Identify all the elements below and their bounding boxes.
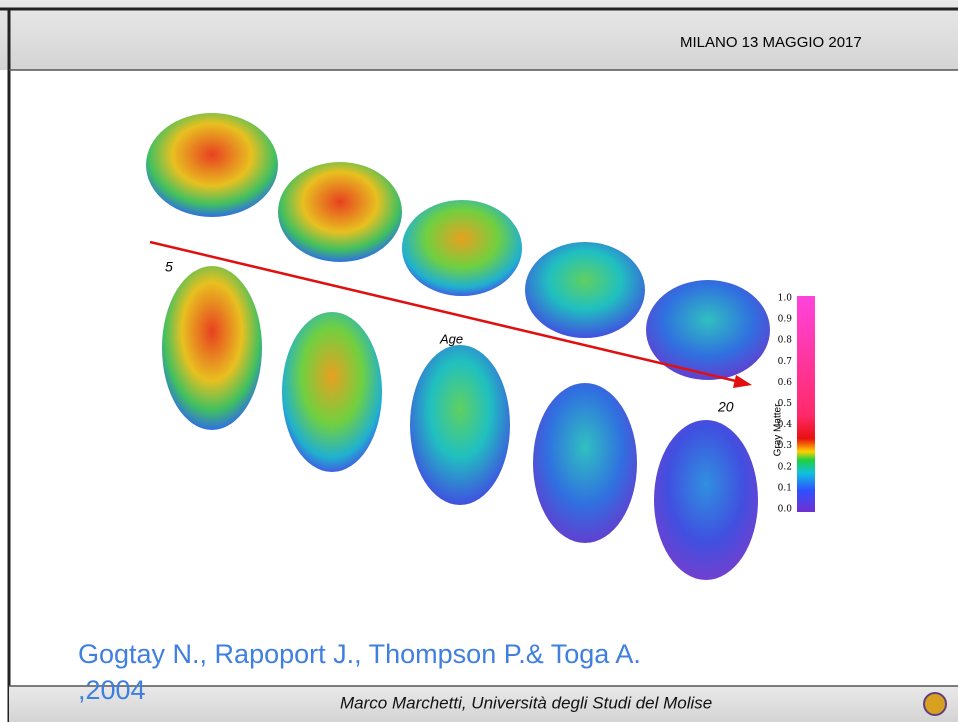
brain-dorsal (162, 266, 262, 430)
university-logo (924, 693, 946, 715)
brain-figure: 5 Age 20 Gray Matter 1.00.90.80.70.60.50… (146, 113, 815, 580)
brain-dorsal (654, 420, 758, 580)
footer-text: Marco Marchetti, Università degli Studi … (340, 693, 712, 712)
brain-dorsal (282, 312, 382, 472)
colorbar-tick-label: 0.3 (778, 441, 793, 451)
brain-lateral (146, 113, 278, 217)
slide-canvas: MILANO 13 MAGGIO 2017 5 Age 20 Gray Matt… (0, 0, 958, 722)
colorbar-tick-label: 1.0 (778, 294, 793, 304)
colorbar-tick-label: 0.5 (778, 399, 793, 409)
end-label: 20 (717, 399, 734, 415)
citation-line: Gogtay N., Rapoport J., Thompson P.& Tog… (78, 639, 641, 669)
start-label: 5 (165, 259, 173, 275)
colorbar (797, 296, 815, 512)
colorbar-ticks: 1.0 0.9 0.8 0.7 0.6 0.5 0.4 0.3 0.2 0.1 0.0 (778, 294, 793, 515)
arrow-head (733, 375, 752, 388)
colorbar-tick-label: 0.6 (778, 378, 793, 388)
header-title: MILANO 13 MAGGIO 2017 (680, 34, 862, 51)
brain-dorsal (533, 383, 637, 543)
colorbar-tick-label: 0.1 (778, 483, 792, 493)
age-label: Age (439, 331, 463, 346)
brain-lateral (525, 242, 645, 338)
colorbar-tick-label: 0.8 (778, 336, 793, 346)
colorbar-tick-label: 0.0 (778, 505, 793, 515)
colorbar-tick-label: 0.7 (778, 357, 793, 367)
brain-lateral (402, 200, 522, 296)
slide: MILANO 13 MAGGIO 2017 5 Age 20 Gray Matt… (0, 0, 958, 722)
citation-line: ,2004 (78, 675, 146, 705)
colorbar-tick-label: 0.2 (778, 462, 792, 472)
brain-lateral (278, 162, 402, 262)
colorbar-tick-label: 0.4 (778, 420, 793, 430)
colorbar-tick-label: 0.9 (778, 315, 793, 325)
brain-dorsal (410, 345, 510, 505)
